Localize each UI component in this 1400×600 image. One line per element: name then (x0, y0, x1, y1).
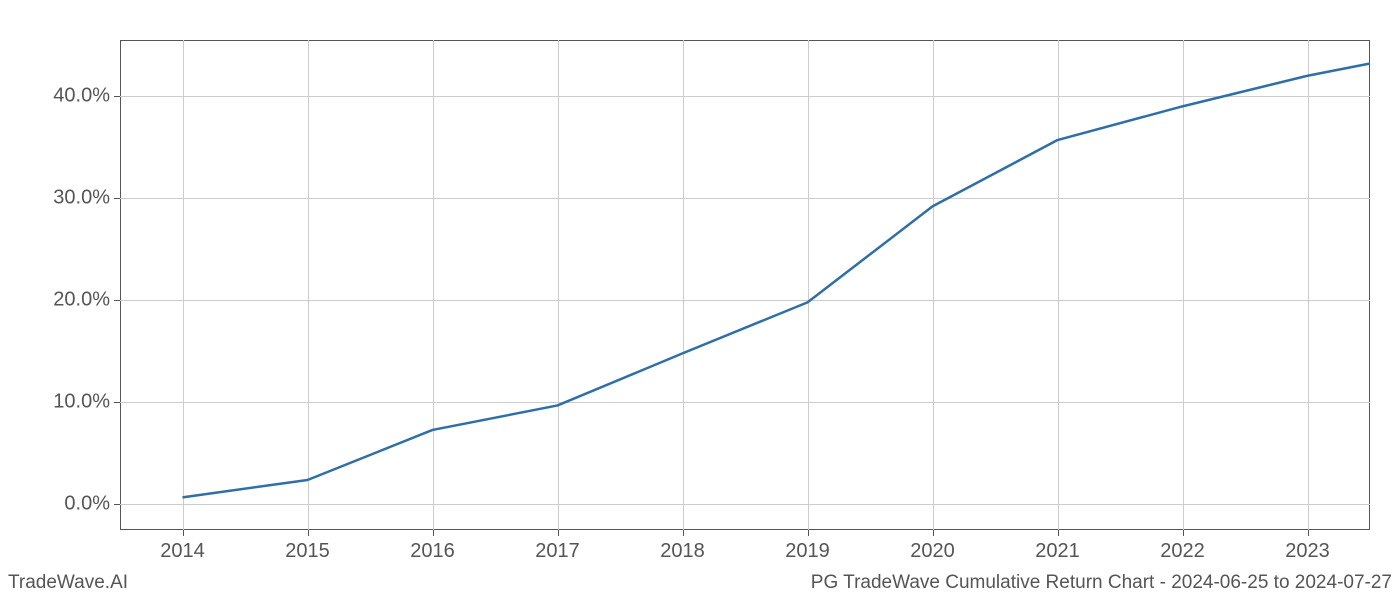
footer-caption: PG TradeWave Cumulative Return Chart - 2… (811, 572, 1392, 594)
footer-brand: TradeWave.AI (8, 572, 128, 594)
y-axis-label: 40.0% (30, 85, 110, 108)
y-axis-label: 0.0% (30, 493, 110, 516)
y-tick (114, 504, 120, 505)
x-tick (558, 530, 559, 536)
y-tick (114, 300, 120, 301)
x-axis-label: 2015 (285, 540, 330, 563)
x-axis-label: 2020 (910, 540, 955, 563)
y-tick (114, 402, 120, 403)
x-tick (683, 530, 684, 536)
x-axis-label: 2014 (160, 540, 205, 563)
line-series (120, 40, 1370, 530)
x-axis-label: 2021 (1035, 540, 1080, 563)
y-tick (114, 96, 120, 97)
x-axis-label: 2018 (660, 540, 705, 563)
x-tick (183, 530, 184, 536)
x-tick (308, 530, 309, 536)
x-axis-label: 2016 (410, 540, 455, 563)
x-tick (1058, 530, 1059, 536)
x-axis-label: 2022 (1160, 540, 1205, 563)
x-tick (433, 530, 434, 536)
y-axis-label: 10.0% (30, 391, 110, 414)
y-tick (114, 198, 120, 199)
x-axis-label: 2023 (1285, 540, 1330, 563)
y-axis-label: 20.0% (30, 289, 110, 312)
x-tick (933, 530, 934, 536)
x-axis-label: 2019 (785, 540, 830, 563)
chart-area (120, 40, 1370, 530)
x-axis-label: 2017 (535, 540, 580, 563)
y-axis-label: 30.0% (30, 187, 110, 210)
x-tick (1183, 530, 1184, 536)
x-tick (1308, 530, 1309, 536)
x-tick (808, 530, 809, 536)
cumulative-return-line (183, 63, 1371, 497)
